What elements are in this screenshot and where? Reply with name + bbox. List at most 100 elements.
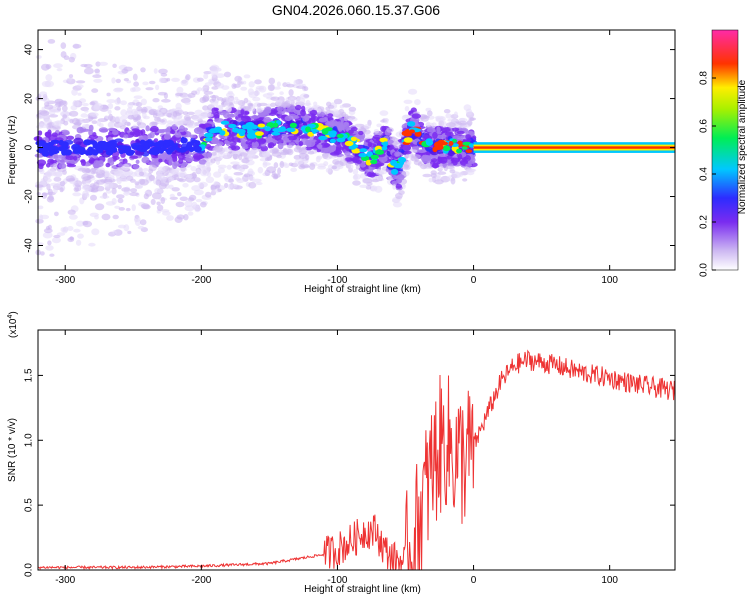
spectrogram-point	[465, 168, 476, 173]
spectrogram-point	[132, 164, 139, 170]
spectrogram-point	[143, 193, 149, 200]
spectrogram-point	[211, 151, 217, 156]
ridge-point	[391, 168, 399, 175]
spectrogram-point	[183, 114, 191, 121]
spectrogram-point	[69, 214, 78, 220]
ridge-point	[163, 139, 170, 144]
spectrogram-point	[163, 92, 168, 99]
spectrogram-point	[106, 99, 116, 104]
spectrogram-point	[193, 177, 201, 183]
spectrogram-point	[417, 161, 423, 167]
spectrogram-point	[112, 214, 119, 220]
spectrogram-point	[137, 225, 145, 230]
spectrogram-point	[190, 166, 197, 172]
y-tick-label: -20	[24, 189, 35, 204]
spectrogram-point	[54, 211, 59, 217]
spectrogram-point	[271, 108, 276, 114]
spectrogram-point	[294, 104, 302, 111]
spectrogram-point	[228, 178, 235, 183]
ridge-point	[465, 149, 473, 154]
spectrogram-point	[148, 174, 155, 182]
spectrogram-point	[236, 178, 245, 184]
spectrogram-point	[316, 108, 322, 114]
ridge-point	[311, 127, 317, 134]
spectrogram-point	[178, 125, 186, 133]
spectrogram-point	[271, 147, 279, 154]
snr-scale-label: (x104)	[7, 311, 19, 338]
spectrogram-point	[239, 152, 248, 157]
spectrogram-point	[47, 188, 53, 196]
spectrogram-point	[402, 144, 412, 151]
spectrogram-point	[95, 160, 104, 164]
spectrogram-point	[182, 111, 189, 116]
spectrogram-point	[82, 190, 89, 197]
spectrogram-point	[56, 154, 66, 159]
ridge-point	[307, 131, 314, 137]
spectrogram-point	[293, 79, 299, 86]
spectrogram-point	[139, 179, 149, 186]
ridge-point	[393, 163, 403, 169]
spectrogram-point	[50, 182, 59, 187]
spectrogram-point	[170, 129, 176, 135]
ridge-point	[456, 148, 463, 154]
ridge-point	[358, 153, 367, 158]
y-tick-label: 0.0	[24, 563, 35, 577]
spectrogram-point	[35, 184, 44, 188]
spectrogram-point	[403, 99, 413, 105]
spectrogram-point	[145, 87, 154, 91]
spectrogram-point	[187, 211, 194, 216]
spectrogram-point	[386, 127, 394, 133]
spectrogram-point	[339, 104, 345, 109]
spectrogram-point	[255, 107, 264, 113]
spectrogram-point	[168, 159, 173, 166]
spectrogram-point	[248, 150, 255, 155]
spectrogram-point	[262, 93, 273, 98]
spectrogram-point	[327, 113, 334, 118]
spectrogram-point	[279, 91, 284, 96]
ridge-point	[92, 144, 102, 149]
spectrogram-point	[260, 145, 268, 152]
ridge-point	[220, 120, 230, 125]
spectrogram-point	[73, 228, 81, 233]
spectrogram-point	[202, 105, 209, 111]
spectrogram-point	[167, 176, 175, 182]
spectrogram-point	[175, 201, 185, 208]
spectrogram-point	[45, 245, 54, 251]
spectrogram-point	[67, 237, 75, 243]
spectrogram-point	[215, 73, 225, 78]
spectrogram-point	[384, 118, 389, 124]
spectrogram-point	[169, 169, 179, 175]
spectrogram-point	[254, 79, 262, 85]
spectrogram-point	[154, 116, 161, 122]
x-tick-label: -100	[327, 575, 347, 586]
spectrogram-point	[43, 97, 50, 103]
spectrogram-point	[303, 94, 310, 98]
spectrogram-point	[379, 110, 389, 116]
spectrogram-point	[151, 192, 162, 200]
spectrogram-point	[150, 198, 156, 205]
ridge-point	[414, 131, 422, 137]
spectrogram-point	[426, 163, 432, 168]
x-tick-label: -100	[327, 275, 347, 286]
spectrogram-point	[343, 116, 349, 122]
ridge-point	[318, 135, 328, 141]
snr-scale-base: (x10	[8, 318, 19, 338]
spectrogram-point	[411, 113, 421, 119]
spectrogram-point	[352, 180, 361, 186]
spectrogram-point	[446, 122, 456, 128]
ridge-point	[236, 128, 246, 135]
spectrogram-point	[56, 68, 63, 72]
spectrogram-point	[208, 69, 219, 75]
spectrogram-points	[33, 39, 675, 257]
spectrogram-point	[430, 158, 438, 163]
spectrogram-point	[339, 122, 349, 127]
spectrogram-point	[213, 107, 219, 112]
spectrogram-point	[51, 121, 60, 127]
spectrogram-point	[251, 141, 259, 148]
spectrogram-point	[249, 115, 260, 119]
ridge-point	[131, 144, 139, 150]
spectrogram-point	[119, 122, 125, 126]
spectrogram-point	[231, 137, 241, 143]
spectrogram-point	[295, 97, 306, 105]
spectrogram-point	[142, 111, 147, 119]
